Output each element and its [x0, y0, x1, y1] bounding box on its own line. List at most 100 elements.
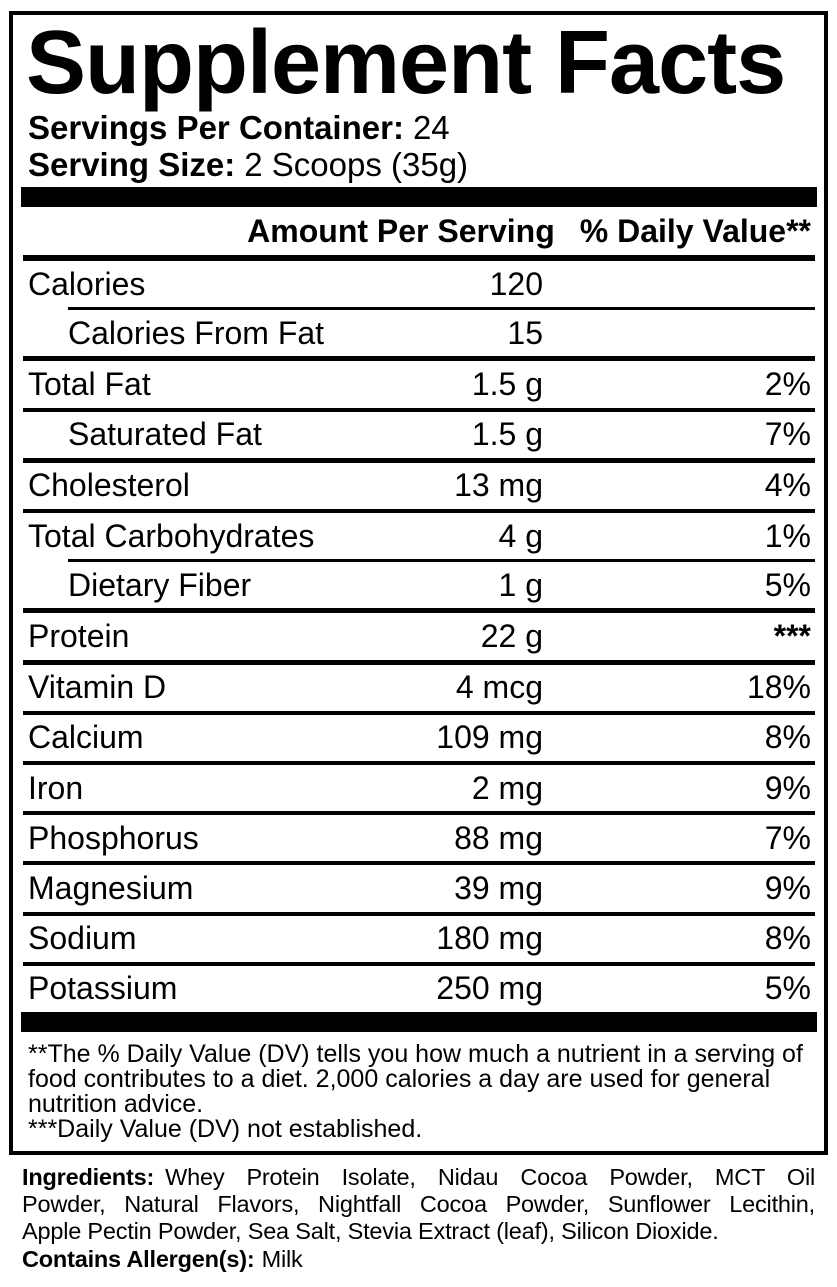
- separator: [23, 407, 815, 412]
- daily-value-header: % Daily Value**: [579, 212, 811, 249]
- nutrient-daily-value: 8%: [764, 719, 811, 756]
- serving-size-line: Serving Size: 2 Scoops (35g): [28, 146, 811, 183]
- nutrient-amount: 22 g: [480, 618, 543, 655]
- nutrient-name: Phosphorus: [28, 819, 199, 856]
- nutrient-daily-value: 4%: [764, 467, 811, 504]
- separator: [68, 307, 815, 311]
- nutrient-amount: 250 mg: [436, 970, 543, 1007]
- panel-title: Supplement Facts: [26, 13, 786, 113]
- nutrient-amount: 1 g: [498, 566, 543, 603]
- nutrient-name: Vitamin D: [28, 669, 167, 706]
- footnote-line: ***Daily Value (DV) not established.: [28, 1115, 423, 1143]
- thick-divider-top: [21, 187, 817, 207]
- nutrient-amount: 39 mg: [454, 870, 543, 907]
- nutrient-name: Dietary Fiber: [68, 566, 252, 603]
- separator: [23, 659, 815, 665]
- nutrient-name: Iron: [28, 769, 84, 806]
- separator: [23, 911, 815, 916]
- table-row-calories: Calories 120: [28, 261, 811, 307]
- nutrient-amount: 13 mg: [454, 467, 543, 504]
- separator: [23, 761, 815, 766]
- nutrient-amount: 15: [507, 314, 543, 351]
- separator: [23, 457, 815, 463]
- table-row-protein: Protein 22 g ***: [28, 613, 811, 659]
- table-row-calcium: Calcium 109 mg 8%: [28, 715, 811, 761]
- nutrient-amount: 2 mg: [471, 769, 543, 806]
- nutrient-daily-value: 7%: [764, 819, 811, 856]
- allergen-line: Contains Allergen(s): Milk: [22, 1246, 815, 1273]
- separator: [23, 608, 815, 614]
- serving-size-label: Serving Size:: [28, 146, 236, 183]
- separator: [23, 509, 815, 514]
- nutrient-name: Total Carbohydrates: [28, 517, 315, 554]
- nutrient-name: Calories: [28, 265, 146, 302]
- footnote-line: **The % Daily Value (DV) tells you how m…: [28, 1040, 803, 1068]
- nutrient-daily-value: 8%: [764, 920, 811, 957]
- nutrient-daily-value: 5%: [764, 566, 811, 603]
- ingredients-line: Powder, Natural Flavors, Nightfall Cocoa…: [22, 1191, 815, 1217]
- nutrient-amount: 180 mg: [436, 920, 543, 957]
- nutrient-name: Total Fat: [28, 366, 151, 402]
- allergen-value: Milk: [261, 1246, 303, 1272]
- table-header-row: Amount Per Serving % Daily Value**: [28, 207, 811, 255]
- ingredients-line: Ingredients: Whey Protein Isolate, Nidau …: [22, 1164, 815, 1191]
- separator: [23, 356, 815, 362]
- separator: [23, 811, 815, 816]
- table-row-total-fat: Total Fat 1.5 g 2%: [28, 361, 811, 407]
- ingredients-line: Apple Pectin Powder, Sea Salt, Stevia Ex…: [22, 1218, 719, 1244]
- servings-per-container-value: 24: [412, 109, 450, 146]
- nutrient-amount: 109 mg: [436, 719, 543, 756]
- serving-size-value: 2 Scoops (35g): [244, 146, 469, 183]
- nutrient-daily-value: 2%: [764, 366, 811, 402]
- thick-divider-bottom: [21, 1012, 817, 1032]
- table-row-vitamin-d: Vitamin D 4 mcg 18%: [28, 665, 811, 711]
- table-row-phosphorus: Phosphorus 88 mg 7%: [28, 815, 811, 861]
- ingredients-label: Ingredients:: [22, 1164, 155, 1190]
- table-row-dietary-fiber: Dietary Fiber 1 g 5%: [28, 562, 811, 608]
- nutrient-amount: 4 g: [498, 517, 543, 554]
- footnote-line: nutrition advice.: [28, 1090, 204, 1118]
- table-row-sodium: Sodium 180 mg 8%: [28, 916, 811, 962]
- nutrient-name: Sodium: [28, 920, 137, 957]
- nutrient-name: Saturated Fat: [68, 416, 262, 453]
- nutrient-daily-value: 18%: [746, 669, 811, 706]
- table-row-potassium: Potassium 250 mg 5%: [28, 966, 811, 1012]
- nutrient-daily-value: 9%: [764, 870, 811, 907]
- table-row-magnesium: Magnesium 39 mg 9%: [28, 865, 811, 911]
- ingredients-text: Whey Protein Isolate, Nidau Cocoa Powder…: [165, 1164, 815, 1190]
- nutrient-daily-value: 9%: [764, 769, 811, 806]
- amount-per-serving-header: Amount Per Serving: [247, 212, 555, 249]
- servings-per-container-line: Servings Per Container: 24: [28, 109, 811, 146]
- nutrition-table: Amount Per Serving % Daily Value** Calor…: [23, 207, 815, 1012]
- footnote-line: food contributes to a diet. 2,000 calori…: [28, 1065, 771, 1093]
- nutrient-daily-value: 7%: [764, 416, 811, 453]
- servings-per-container-label: Servings Per Container:: [28, 109, 404, 146]
- nutrient-amount: 1.5 g: [471, 366, 543, 402]
- separator: [23, 861, 815, 866]
- nutrient-name: Cholesterol: [28, 467, 190, 504]
- nutrient-amount: 120: [489, 265, 543, 302]
- nutrient-amount: 4 mcg: [455, 669, 543, 706]
- nutrient-daily-value: 1%: [764, 517, 811, 554]
- table-row-cholesterol: Cholesterol 13 mg 4%: [28, 463, 811, 509]
- allergen-label: Contains Allergen(s):: [22, 1246, 255, 1272]
- table-row-total-carbohydrates: Total Carbohydrates 4 g 1%: [28, 513, 811, 559]
- nutrient-name: Magnesium: [28, 870, 194, 907]
- supplement-label-page: { "title": "Supplement Facts", "servings…: [0, 11, 837, 1287]
- nutrient-name: Calories From Fat: [68, 314, 325, 351]
- ingredients-block: Ingredients: Whey Protein Isolate, Nidau …: [22, 1164, 815, 1273]
- nutrient-name: Potassium: [28, 970, 178, 1007]
- table-row-calories-from-fat: Calories From Fat 15: [28, 310, 811, 356]
- separator: [23, 961, 815, 966]
- table-row-iron: Iron 2 mg 9%: [28, 765, 811, 811]
- nutrient-amount: 88 mg: [454, 819, 543, 856]
- separator: [23, 710, 815, 715]
- nutrient-name: Calcium: [28, 719, 144, 756]
- nutrient-daily-value: ***: [773, 618, 811, 655]
- nutrient-amount: 1.5 g: [471, 416, 543, 453]
- footnote-block: **The % Daily Value (DV) tells you how m…: [28, 1032, 811, 1142]
- nutrient-daily-value: 5%: [764, 970, 811, 1007]
- separator: [68, 559, 815, 563]
- supplement-facts-panel: Supplement Facts Servings Per Container:…: [9, 11, 828, 1155]
- separator: [23, 255, 815, 261]
